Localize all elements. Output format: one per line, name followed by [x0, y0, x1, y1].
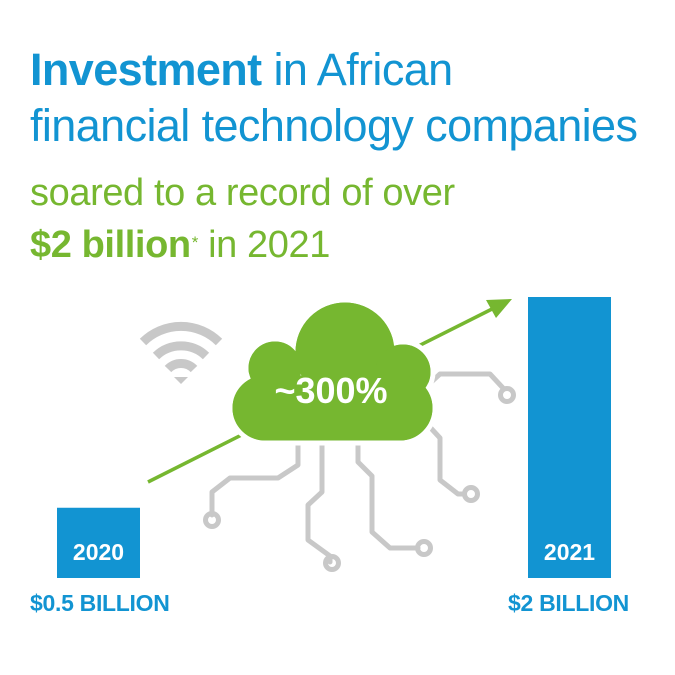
bar-2021 [528, 297, 611, 578]
cloud-icon: ~300% [227, 297, 438, 446]
headline-line1-rest: in African [261, 44, 453, 95]
bar-2020 [57, 507, 140, 578]
subhead: soared to a record of over $2 billion* i… [30, 167, 455, 271]
footnote-mark: * [191, 233, 199, 252]
subhead-strong: $2 billion [30, 224, 191, 266]
bar-category-label: 2021 [544, 539, 595, 565]
wifi-icon [139, 321, 223, 384]
subhead-line1: soared to a record of over [30, 172, 455, 214]
headline: Investment in African financial technolo… [30, 42, 638, 154]
bar-value-label: $0.5 BILLION [30, 590, 170, 616]
headline-line2: financial technology companies [30, 100, 638, 151]
growth-label: ~300% [274, 370, 387, 411]
bar-category-label: 2020 [73, 539, 124, 565]
circuit-icon [203, 371, 516, 572]
subhead-rest: in 2021 [197, 224, 330, 266]
bar-group: 2020 2021 [57, 297, 611, 578]
headline-strong: Investment [30, 44, 262, 95]
bar-value-label: $2 BILLION [508, 590, 629, 616]
